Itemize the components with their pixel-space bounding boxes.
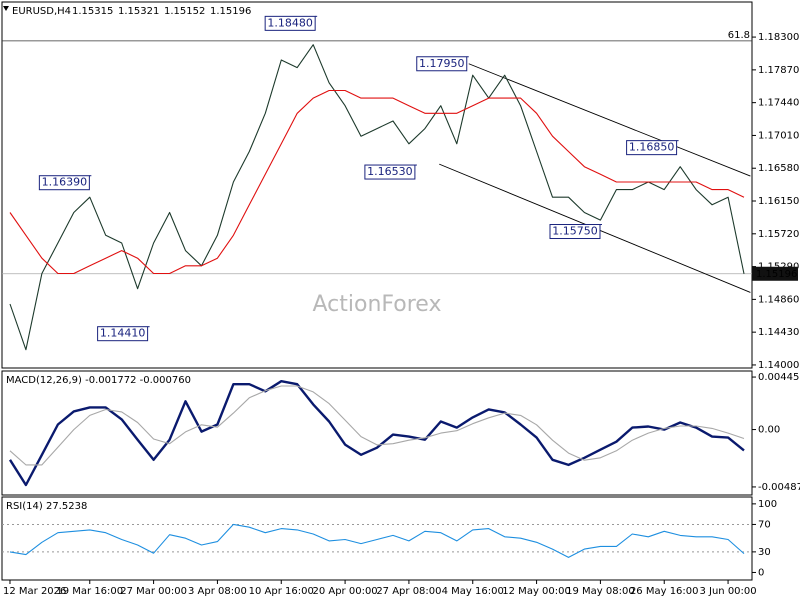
- channel-line: [468, 63, 751, 177]
- y-tick-label: 1.17870: [758, 65, 799, 76]
- price-line: [9, 89, 745, 275]
- y-tick-label: 1.17010: [758, 130, 799, 141]
- price-annotation-label: 1.17950: [419, 57, 465, 70]
- symbol-arrow: [3, 6, 9, 11]
- pane-title: RSI(14) 27.5238: [6, 501, 87, 512]
- y-tick-label: 1.14000: [758, 360, 799, 371]
- y-tick-label: 70: [758, 519, 771, 530]
- price-line: [9, 44, 745, 351]
- y-tick-label: 30: [758, 547, 771, 558]
- price-annotation-label: 1.15750: [552, 225, 598, 238]
- y-tick-label: 1.18300: [758, 32, 799, 43]
- price-annotation-box: [364, 164, 416, 180]
- price-annotation-box: [549, 224, 601, 240]
- price-annotation-label: 1.16530: [367, 165, 413, 178]
- fib-level-label: 61.8: [728, 30, 750, 41]
- watermark: ActionForex: [313, 292, 442, 317]
- x-tick-label: 3 Jun 00:00: [699, 586, 756, 597]
- x-tick-label: 12 Mar 2026: [3, 586, 66, 597]
- pane-title: EURUSD,H4: [12, 6, 71, 17]
- y-tick-label: 0.00: [758, 425, 780, 436]
- price-annotation-label: 1.16850: [629, 141, 675, 154]
- pane-title: MACD(12,26,9) -0.001772 -0.000760: [6, 375, 191, 386]
- y-tick-label: 0.004458: [758, 372, 800, 383]
- x-tick-label: 12 May 00:00: [502, 586, 571, 597]
- price-annotation-box: [626, 140, 678, 156]
- price-annotation-box: [38, 175, 90, 191]
- last-price-label: 1.15196: [756, 269, 797, 280]
- price-annotation-box: [416, 56, 468, 72]
- price-annotation-label: 1.18480: [267, 16, 313, 29]
- x-tick-label: 19 Mar 16:00: [56, 586, 123, 597]
- y-tick-label: 1.16150: [758, 196, 799, 207]
- y-tick-label: 1.14860: [758, 294, 799, 305]
- y-tick-label: -0.004872: [758, 482, 800, 493]
- x-tick-label: 26 May 16:00: [630, 586, 699, 597]
- x-tick-label: 19 May 08:00: [566, 586, 635, 597]
- y-tick-label: 1.16580: [758, 163, 799, 174]
- y-tick-label: 0: [758, 567, 764, 578]
- price-annotation-label: 1.16390: [42, 176, 88, 189]
- x-tick-label: 27 Mar 00:00: [120, 586, 187, 597]
- x-tick-label: 4 May 16:00: [442, 586, 504, 597]
- x-tick-label: 27 Apr 08:00: [376, 586, 441, 597]
- pane-frame: [1, 496, 753, 581]
- ohlc-value: 1.15152: [164, 6, 205, 17]
- price-annotation-box: [264, 15, 316, 31]
- pane-frame: [1, 370, 753, 496]
- pane-frame: [1, 1, 753, 369]
- x-tick-label: 3 Apr 08:00: [188, 586, 247, 597]
- y-tick-label: 100: [758, 499, 777, 510]
- macd-line: [8, 380, 745, 487]
- price-annotation-box: [97, 326, 149, 342]
- ohlc-value: 1.15315: [72, 6, 113, 17]
- price-annotation-label: 1.14410: [100, 327, 146, 340]
- last-price-box: [752, 266, 798, 281]
- macd-line: [9, 385, 745, 466]
- ohlc-value: 1.15321: [118, 6, 159, 17]
- x-tick-label: 20 Apr 00:00: [312, 586, 377, 597]
- y-tick-label: 1.15720: [758, 229, 799, 240]
- x-tick-label: 10 Apr 16:00: [249, 586, 314, 597]
- ohlc-value: 1.15196: [210, 6, 251, 17]
- y-tick-label: 1.14430: [758, 327, 799, 338]
- y-tick-label: 1.17440: [758, 98, 799, 109]
- rsi-line: [9, 523, 745, 558]
